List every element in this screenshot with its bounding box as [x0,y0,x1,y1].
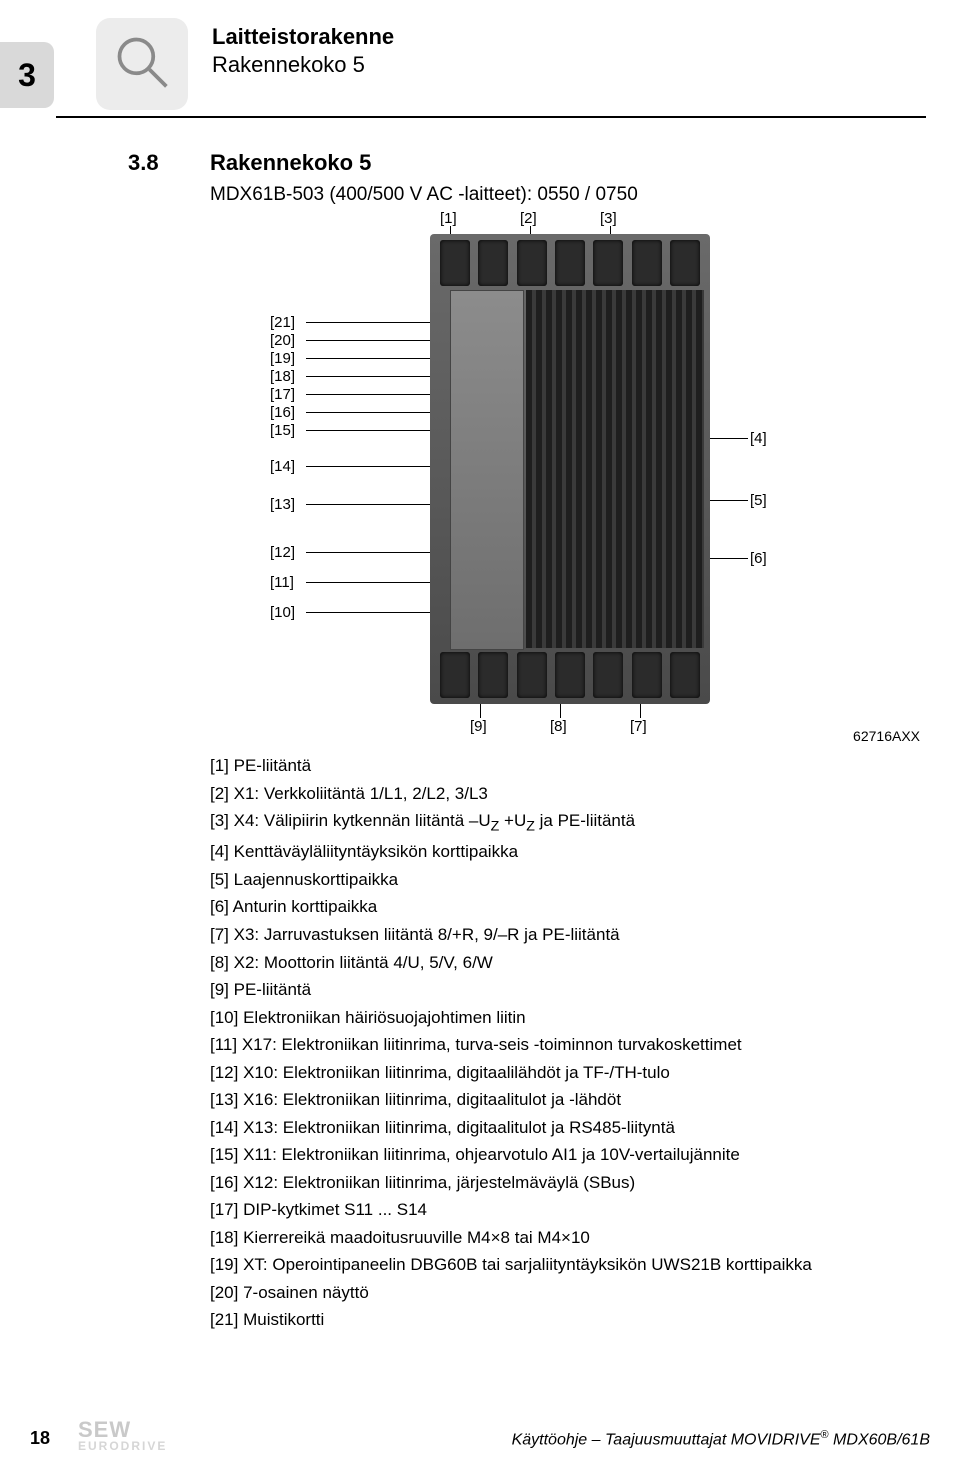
magnifier-icon-box [96,18,188,110]
callout-21: [21] [270,314,295,331]
callout-11: [11] [270,574,294,591]
legend-17: [17] DIP-kytkimet S11 ... S14 [210,1196,900,1224]
section-title: Rakennekoko 5 [210,150,371,176]
heatsink-fins [526,290,704,648]
header-title-block: Laitteistorakenne Rakennekoko 5 [212,24,394,78]
legend-12: [12] X10: Elektroniikan liitinrima, digi… [210,1059,900,1087]
callout-3: [3] [600,210,617,227]
legend-block: [1] PE-liitäntä [2] X1: Verkkoliitäntä 1… [210,752,900,1334]
footer-logo: SEW EURODRIVE [78,1417,167,1453]
page-tab: 3 [0,42,54,108]
legend-18: [18] Kierrereikä maadoitusruuville M4×8 … [210,1224,900,1252]
legend-19: [19] XT: Operointipaneelin DBG60B tai sa… [210,1251,900,1279]
bottom-terminal-row [440,652,700,698]
section-number: 3.8 [128,150,159,176]
legend-3: [3] X4: Välipiirin kytkennän liitäntä –U… [210,807,900,838]
legend-16: [16] X12: Elektroniikan liitinrima, järj… [210,1169,900,1197]
footer-logo-bottom: EURODRIVE [78,1439,167,1453]
page-section-number: 3 [18,57,36,94]
callout-19: [19] [270,350,295,367]
legend-1: [1] PE-liitäntä [210,752,900,780]
callout-1: [1] [440,210,457,227]
top-terminal-row [440,240,700,286]
callout-6: [6] [750,550,767,567]
device-body [430,234,710,704]
legend-8: [8] X2: Moottorin liitäntä 4/U, 5/V, 6/W [210,949,900,977]
callout-8: [8] [550,718,567,735]
legend-5: [5] Laajennuskorttipaikka [210,866,900,894]
legend-6: [6] Anturin korttipaikka [210,893,900,921]
footer-page-number: 18 [30,1428,50,1449]
legend-2: [2] X1: Verkkoliitäntä 1/L1, 2/L2, 3/L3 [210,780,900,808]
legend-21: [21] Muistikortti [210,1306,900,1334]
legend-11: [11] X17: Elektroniikan liitinrima, turv… [210,1031,900,1059]
header-title: Laitteistorakenne [212,24,394,50]
callout-18: [18] [270,368,295,385]
callout-15: [15] [270,422,295,439]
legend-4: [4] Kenttäväyläliityntäyksikön korttipai… [210,838,900,866]
legend-20: [20] 7-osainen näyttö [210,1279,900,1307]
callout-12: [12] [270,544,295,561]
header-subtitle: Rakennekoko 5 [212,52,394,78]
legend-9: [9] PE-liitäntä [210,976,900,1004]
callout-17: [17] [270,386,295,403]
legend-15: [15] X11: Elektroniikan liitinrima, ohje… [210,1141,900,1169]
figure-reference-code: 62716AXX [853,728,920,744]
callout-14: [14] [270,458,295,475]
magnifier-icon [112,32,172,97]
callout-5: [5] [750,492,767,509]
callout-7: [7] [630,718,647,735]
callout-20: [20] [270,332,295,349]
legend-7: [7] X3: Jarruvastuksen liitäntä 8/+R, 9/… [210,921,900,949]
callout-4: [4] [750,430,767,447]
legend-10: [10] Elektroniikan häiriösuojajohtimen l… [210,1004,900,1032]
callout-9: [9] [470,718,487,735]
device-diagram: [1] [2] [3] [21] [20] [19] [18] [17] [16… [210,224,850,714]
section-subtitle: MDX61B-503 (400/500 V AC -laitteet): 055… [210,184,638,206]
legend-14: [14] X13: Elektroniikan liitinrima, digi… [210,1114,900,1142]
pcb-panel [450,290,524,650]
callout-2: [2] [520,210,537,227]
callout-10: [10] [270,604,295,621]
legend-13: [13] X16: Elektroniikan liitinrima, digi… [210,1086,900,1114]
header-rule [56,116,926,118]
callout-13: [13] [270,496,295,513]
footer-text: Käyttöohje – Taajuusmuuttajat MOVIDRIVE®… [512,1429,930,1449]
callout-16: [16] [270,404,295,421]
